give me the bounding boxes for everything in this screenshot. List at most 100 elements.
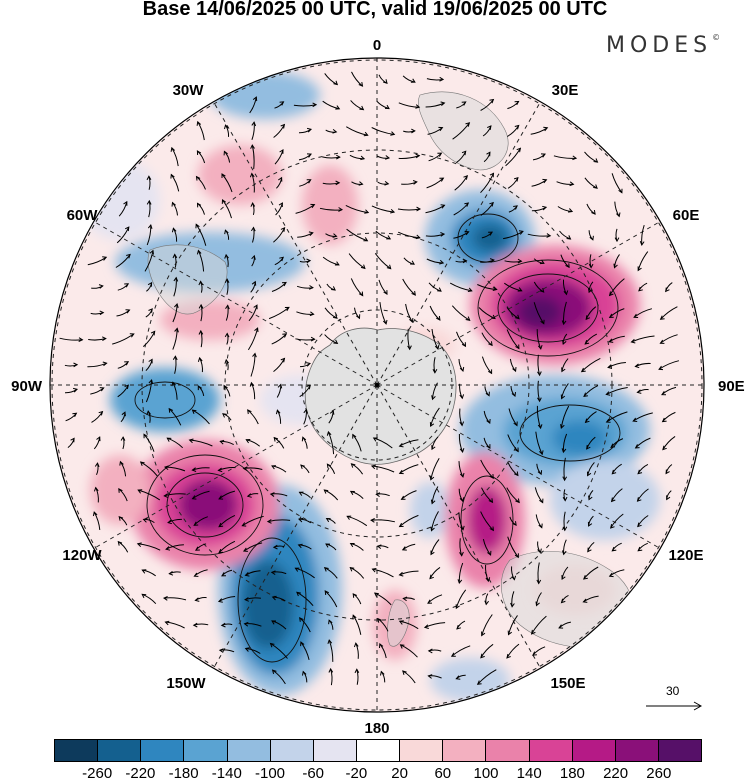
wind-arrow-head — [613, 263, 618, 269]
wind-arrow-head — [164, 620, 170, 626]
wind-arrow — [346, 126, 368, 136]
wind-arrow — [192, 490, 210, 500]
wind-arrow-head — [465, 122, 471, 127]
wind-arrow-head — [336, 154, 341, 160]
wind-arrow-head — [279, 256, 284, 262]
wind-arrow-head — [665, 469, 670, 475]
colorbar-tick-label: 220 — [603, 765, 629, 782]
wind-arrow-head — [191, 495, 197, 500]
wind-arrow-head — [560, 598, 566, 604]
wind-arrow-head — [416, 206, 422, 212]
colorbar-tick-label: 20 — [391, 765, 408, 782]
colorbar-swatch — [227, 740, 271, 761]
wind-arrow-head — [124, 283, 130, 288]
wind-arrow-head — [375, 492, 381, 498]
wind-arrow-head — [325, 517, 331, 523]
wind-arrow-head — [191, 409, 197, 414]
wind-arrow-head — [294, 567, 300, 572]
wind-arrow — [324, 590, 338, 608]
wind-arrow — [251, 173, 255, 193]
wind-arrow-head — [197, 356, 203, 362]
wind-arrow-head — [543, 126, 549, 132]
wind-arrow-head — [167, 519, 173, 525]
logo-text: MODES — [606, 33, 713, 58]
wind-arrow — [537, 562, 540, 584]
wind-arrow-head — [146, 410, 151, 416]
wind-arrow-head — [429, 574, 434, 580]
wind-arrow-head — [489, 474, 494, 479]
wind-arrow-head — [427, 648, 433, 654]
colorbar-tick-label: 100 — [473, 765, 499, 782]
wind-arrow-head — [99, 310, 105, 316]
wind-arrow — [606, 387, 628, 395]
wind-arrow-head — [279, 101, 285, 106]
wind-arrow — [146, 224, 152, 246]
south-pole-marker — [374, 382, 380, 388]
wind-arrow-head — [455, 604, 460, 610]
wind-arrow-head — [102, 256, 108, 261]
wind-arrow-head — [300, 464, 305, 470]
wind-arrow — [163, 597, 187, 601]
antarctica-land — [304, 327, 457, 465]
wind-arrow-head — [488, 369, 493, 375]
new-zealand-land — [387, 599, 410, 647]
wind-arrow-head — [371, 568, 377, 573]
wind-arrow — [399, 464, 419, 474]
wind-arrow — [641, 224, 645, 245]
wind-arrow-head — [585, 315, 591, 321]
wind-arrow-head — [312, 102, 318, 108]
wind-arrow — [506, 329, 520, 349]
wind-arrow — [430, 407, 440, 427]
wind-arrow-head — [398, 442, 404, 448]
wind-arrow-head — [73, 362, 79, 368]
wind-arrow-head — [507, 630, 512, 636]
wind-arrow-head — [281, 281, 287, 287]
wind-arrow — [145, 379, 153, 403]
wind-arrow-head — [172, 253, 178, 259]
wind-arrow-head — [332, 314, 338, 319]
wind-arrow-head — [539, 450, 544, 456]
wind-arrow-head — [487, 125, 492, 130]
wind-arrow-head — [323, 567, 329, 572]
lon-label-150e: 150E — [550, 675, 585, 692]
wind-arrow-head — [542, 178, 548, 184]
wind-arrow-head — [537, 397, 542, 403]
wind-arrow — [165, 621, 185, 629]
wind-arrow-head — [587, 471, 592, 477]
wind-arrow-head — [430, 499, 436, 505]
wind-arrow-head — [218, 548, 224, 554]
wind-arrow — [137, 543, 161, 551]
anomaly-field — [50, 58, 704, 712]
wind-arrow-head — [450, 652, 456, 657]
wind-arrow-head — [588, 495, 593, 501]
wind-arrow-head — [353, 642, 359, 648]
wind-arrow — [633, 308, 653, 318]
wind-arrow — [553, 155, 577, 159]
wind-arrow-head — [99, 387, 105, 392]
wind-arrow — [481, 356, 492, 374]
wind-arrow-head — [461, 342, 467, 348]
wind-arrow-head — [198, 329, 204, 335]
colorbar — [54, 739, 702, 762]
wind-arrow — [533, 302, 545, 324]
wind-arrow-head — [218, 522, 224, 528]
polar-map: 0 180 90W 90E 30W 60W 30E 60E 120W 150W … — [11, 37, 745, 735]
wind-arrow-head — [370, 464, 376, 470]
wind-arrow-head — [618, 188, 623, 194]
wind-arrow-head — [562, 496, 568, 502]
wind-arrow-head — [512, 521, 517, 526]
wind-arrow-head — [562, 526, 568, 532]
wind-arrow — [507, 536, 519, 558]
wind-arrow — [527, 233, 551, 237]
wind-arrow-head — [514, 447, 519, 453]
wind-arrow-head — [120, 436, 126, 441]
wind-arrow — [168, 408, 182, 426]
wind-arrow-head — [146, 175, 152, 181]
wind-arrow — [452, 122, 470, 140]
wind-arrow — [247, 327, 259, 351]
wind-arrow-head — [328, 619, 333, 625]
wind-arrow-head — [241, 522, 247, 527]
wind-arrow-head — [193, 521, 199, 526]
wind-arrow-head — [456, 624, 462, 630]
wind-arrow-head — [431, 395, 436, 401]
